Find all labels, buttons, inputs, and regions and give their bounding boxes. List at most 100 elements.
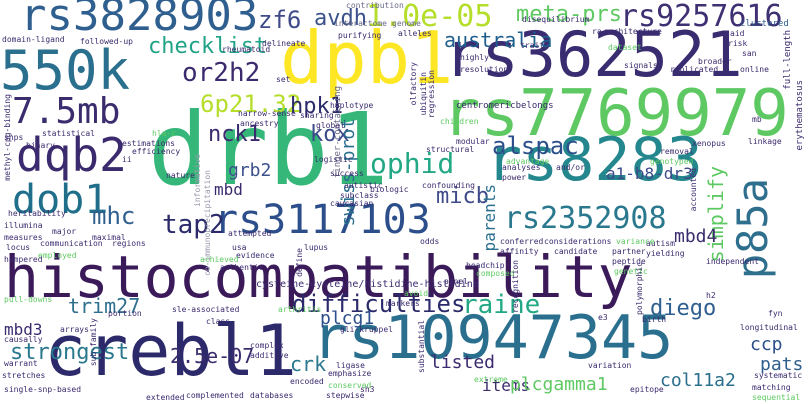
- word: birth: [642, 315, 667, 324]
- word: polymorphic: [635, 262, 644, 315]
- word: authentic: [220, 263, 264, 272]
- word: single-snp-based: [4, 385, 82, 394]
- word: raine: [462, 290, 541, 320]
- word: difficulties: [292, 290, 466, 318]
- word: nck1: [208, 122, 261, 147]
- word: or2h2: [182, 58, 261, 88]
- word: full-length: [783, 30, 793, 90]
- word: longitudinal: [740, 323, 798, 332]
- word: efficiency: [132, 147, 181, 156]
- word: meta-prs: [516, 2, 622, 27]
- word: 6p21.32: [200, 90, 302, 118]
- word: warrant: [4, 359, 38, 368]
- word: complemented: [186, 391, 244, 400]
- word: a1-b8-dr3: [606, 164, 693, 183]
- word: arthritis: [278, 305, 322, 314]
- word: extended: [146, 393, 185, 402]
- word: avoid: [404, 289, 429, 298]
- word: rs2352908: [504, 201, 667, 236]
- word: architecture: [604, 27, 662, 36]
- word: and/or: [556, 163, 585, 172]
- word: australia: [444, 28, 553, 52]
- word: highly: [460, 53, 489, 62]
- word: binary: [26, 141, 55, 150]
- word: autism: [646, 239, 675, 248]
- word: regression: [427, 70, 436, 119]
- word: trait: [520, 41, 545, 50]
- word: headchip: [466, 261, 505, 270]
- word: crk: [290, 352, 327, 376]
- word: resolution: [460, 65, 509, 74]
- word: estimations: [122, 139, 175, 148]
- word: e3: [598, 313, 608, 322]
- word: arrays: [60, 325, 89, 334]
- word: complex: [250, 341, 284, 350]
- word: mbd3: [4, 320, 43, 339]
- word: nature: [166, 171, 195, 180]
- word: odds: [420, 237, 440, 246]
- word: zf6: [258, 6, 302, 34]
- word: crebl1: [44, 310, 297, 392]
- word: causally: [4, 335, 43, 344]
- word: removal: [660, 147, 694, 156]
- word: global: [316, 121, 345, 130]
- word: mbd: [214, 180, 243, 199]
- word: rs362521: [444, 18, 743, 91]
- word: delineate: [262, 39, 306, 48]
- word: conferred: [500, 237, 544, 246]
- word: replicated: [670, 65, 719, 74]
- word: items: [482, 376, 531, 395]
- word: risk: [728, 39, 748, 48]
- word: mbd4: [674, 226, 718, 247]
- word: listed: [430, 352, 496, 373]
- word: peptide: [612, 257, 646, 266]
- word: rs9257616: [620, 0, 783, 34]
- word: erythematosus: [795, 80, 805, 151]
- word: rheumatoid: [222, 45, 271, 54]
- word: lupus: [304, 243, 329, 252]
- word: rs7769979: [442, 77, 789, 151]
- word: regions: [112, 239, 146, 248]
- word: strongest: [10, 340, 130, 365]
- word: col11a2: [660, 370, 736, 391]
- word: markers: [386, 299, 420, 308]
- word: additive: [250, 351, 289, 360]
- word: haplotype: [330, 101, 374, 110]
- word: olfactory: [409, 62, 418, 106]
- word: sharing: [300, 111, 334, 120]
- word: hampered: [4, 255, 43, 264]
- word: dqb2: [16, 128, 127, 182]
- word: structural: [426, 145, 475, 154]
- word: checklist: [148, 34, 268, 59]
- word: systematic: [754, 371, 803, 380]
- word: tap2: [162, 210, 225, 240]
- word: grb2: [228, 160, 272, 181]
- word: rs8283: [486, 125, 703, 195]
- word: trim27: [68, 294, 141, 318]
- word: composed: [476, 269, 515, 278]
- word: genome: [392, 19, 421, 28]
- word: narrow-sense: [238, 109, 296, 118]
- word: alleles: [398, 29, 432, 38]
- word: subclass: [340, 191, 379, 200]
- word: broader: [698, 57, 732, 66]
- word: clustered: [740, 19, 789, 29]
- word: statistical: [42, 129, 95, 138]
- word: ii: [122, 155, 132, 164]
- word: modular: [456, 137, 490, 146]
- word: 550k: [0, 39, 131, 102]
- word: substantial: [417, 320, 426, 373]
- word: locus: [6, 243, 31, 252]
- word: conserved: [328, 381, 372, 390]
- word: mhc: [92, 202, 136, 230]
- word: maximal: [92, 233, 126, 242]
- word: micb: [436, 184, 489, 209]
- word: simplify: [704, 166, 728, 263]
- word: gli-kruppel: [340, 325, 393, 334]
- word: dataset: [608, 43, 642, 52]
- word: illumina: [4, 221, 43, 230]
- word: 7.5mb: [12, 91, 121, 132]
- word: accounted: [689, 168, 698, 212]
- word: followed-up: [80, 37, 133, 46]
- word: centromericbelongs: [456, 101, 554, 111]
